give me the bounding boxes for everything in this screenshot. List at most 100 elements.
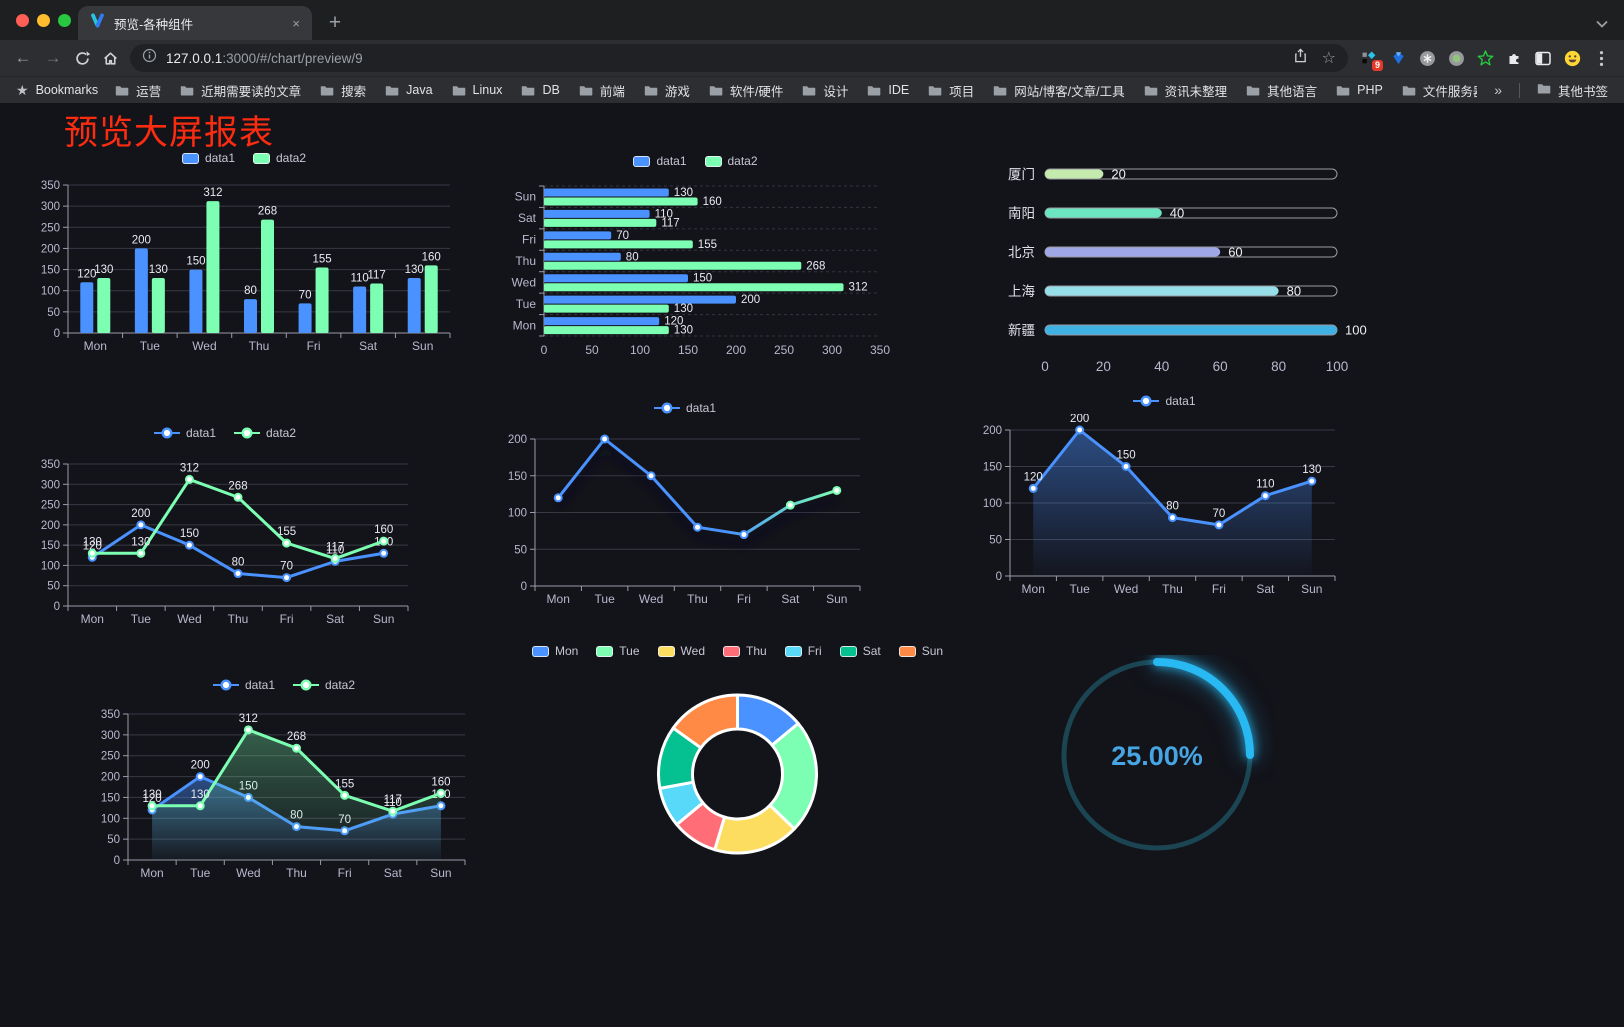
folder-icon — [452, 85, 465, 95]
svg-text:Thu: Thu — [515, 254, 536, 268]
bookmark-item[interactable]: 前端 — [579, 81, 625, 100]
extension-puzzle-icon[interactable] — [1505, 49, 1523, 67]
svg-text:200: 200 — [132, 234, 151, 246]
bookmark-item[interactable]: 文件服务器 — [1402, 81, 1477, 100]
svg-text:300: 300 — [822, 343, 842, 357]
share-icon[interactable] — [1293, 48, 1308, 69]
bookmark-item[interactable]: IDE — [867, 83, 909, 97]
legend-item[interactable]: Sat — [839, 644, 881, 658]
bookmarks-label: Bookmarks — [35, 83, 99, 97]
svg-text:155: 155 — [698, 239, 717, 251]
zoom-window-button[interactable] — [58, 14, 71, 27]
site-info-icon[interactable] — [142, 48, 157, 68]
legend-item[interactable]: Mon — [531, 644, 578, 658]
bookmark-star-icon[interactable]: ☆ — [1321, 50, 1336, 67]
bookmark-item[interactable]: 搜索 — [320, 81, 366, 100]
svg-text:200: 200 — [41, 520, 60, 532]
extension-recorder-icon[interactable] — [1447, 49, 1465, 67]
svg-text:150: 150 — [678, 343, 698, 357]
legend-item[interactable]: Sun — [898, 644, 943, 658]
legend-item[interactable]: Fri — [784, 644, 822, 658]
bookmark-label: 近期需要读的文章 — [201, 84, 302, 99]
legend-item[interactable]: Tue — [596, 644, 640, 658]
line-chart-svg: 0 50 100 150 200 Mon Tue Wed Thu Fri Sat Sun 120 200 1… — [983, 413, 1336, 596]
chart-horizontal-bar: data1 data2 Sun 130 160 Sat 110 117 Fri 70 155 Thu 8… — [498, 151, 893, 366]
bookmarks-overflow-chevron[interactable]: » — [1494, 82, 1502, 98]
bookmark-label: DB — [542, 83, 560, 97]
bookmark-item[interactable]: 网站/博客/文章/工具 — [993, 81, 1125, 100]
tab-search-chevron-icon[interactable] — [1596, 15, 1608, 33]
bookmark-item[interactable]: 近期需要读的文章 — [180, 81, 301, 100]
legend-item[interactable]: data1 — [212, 678, 275, 692]
svg-text:110: 110 — [655, 208, 673, 220]
legend-item[interactable]: data1 — [181, 151, 235, 165]
forward-button[interactable]: → — [44, 48, 62, 67]
svg-text:200: 200 — [726, 343, 746, 357]
bookmarks-manager-item[interactable]: ★ Bookmarks — [16, 82, 98, 99]
legend-item[interactable]: Wed — [657, 644, 705, 658]
side-panel-icon[interactable] — [1534, 49, 1552, 67]
extension-tabs-icon[interactable]: 9 — [1360, 49, 1383, 71]
svg-text:20: 20 — [1096, 359, 1111, 374]
close-window-button[interactable] — [16, 14, 29, 27]
extension-emoji-icon[interactable] — [1563, 49, 1581, 67]
legend-item[interactable]: data2 — [704, 154, 758, 168]
tab-close-icon[interactable]: × — [292, 15, 300, 31]
bookmark-item[interactable]: PHP — [1336, 83, 1383, 97]
bookmark-item[interactable]: 资讯未整理 — [1144, 81, 1228, 100]
bookmark-item[interactable]: 项目 — [928, 81, 974, 100]
legend-item[interactable]: data1 — [1133, 394, 1196, 408]
svg-text:Tue: Tue — [1070, 582, 1091, 596]
svg-text:Sun: Sun — [430, 866, 451, 880]
home-button[interactable] — [96, 50, 124, 67]
svg-text:Mon: Mon — [513, 318, 536, 332]
legend-item[interactable]: Thu — [723, 644, 767, 658]
bookmark-label: 游戏 — [664, 84, 690, 99]
legend-item[interactable]: data1 — [633, 154, 687, 168]
new-tab-button[interactable]: + — [328, 11, 342, 34]
bookmark-item[interactable]: 其他语言 — [1246, 81, 1317, 100]
svg-text:200: 200 — [101, 772, 120, 784]
extension-star-icon[interactable] — [1476, 49, 1494, 67]
bookmark-item[interactable]: Java — [385, 83, 433, 97]
browser-menu-icon[interactable] — [1592, 49, 1610, 67]
bookmark-item[interactable]: Linux — [452, 83, 502, 97]
bookmark-item[interactable]: 游戏 — [644, 81, 690, 100]
folder-icon — [1537, 84, 1551, 94]
back-button[interactable]: ← — [14, 48, 32, 67]
other-bookmarks-item[interactable]: 其他书签 — [1537, 81, 1608, 100]
legend-item[interactable]: data1 — [153, 426, 216, 440]
svg-text:Mon: Mon — [1022, 582, 1045, 596]
svg-text:Tue: Tue — [131, 612, 152, 626]
folder-icon — [1246, 85, 1260, 95]
extension-shortcut-icon[interactable] — [1418, 49, 1436, 67]
legend-label: data2 — [266, 426, 297, 440]
svg-text:80: 80 — [244, 285, 257, 297]
bookmark-item[interactable]: 设计 — [802, 81, 848, 100]
other-bookmarks-label: 其他书签 — [1557, 84, 1608, 99]
minimize-window-button[interactable] — [37, 14, 50, 27]
bookmark-item[interactable]: DB — [521, 83, 560, 97]
url-bar[interactable]: 127.0.0.1:3000/#/chart/preview/9 ☆ — [130, 44, 1348, 72]
bookmark-item[interactable]: 运营 — [115, 81, 161, 100]
extension-gem-icon[interactable] — [1389, 49, 1407, 67]
bookmark-label: 资讯未整理 — [1164, 84, 1228, 99]
url-text: 127.0.0.1:3000/#/chart/preview/9 — [166, 51, 1284, 66]
svg-text:50: 50 — [585, 343, 599, 357]
reload-button[interactable] — [68, 50, 96, 67]
chart-line-two: data1 data2 0 50 100 150 200 250 300 350 Mon Tue Wed… — [30, 423, 420, 641]
legend-item[interactable]: data2 — [253, 151, 306, 165]
legend-item[interactable]: data1 — [653, 401, 716, 415]
line-chart-svg: 0 50 100 150 200 250 300 350 Mon Tue Wed Thu Fri Sat S… — [101, 709, 466, 880]
legend-item[interactable]: data2 — [293, 678, 355, 692]
bookmark-label: 搜索 — [341, 84, 367, 99]
svg-text:110: 110 — [384, 797, 402, 809]
svg-text:300: 300 — [41, 201, 60, 213]
bookmark-item[interactable]: 软件/硬件 — [709, 81, 783, 100]
active-tab[interactable]: 预览-各种组件 × — [78, 6, 312, 40]
legend-item[interactable]: data2 — [234, 426, 296, 440]
svg-text:200: 200 — [41, 243, 60, 255]
legend-label: data1 — [185, 426, 216, 440]
svg-text:312: 312 — [849, 282, 868, 294]
